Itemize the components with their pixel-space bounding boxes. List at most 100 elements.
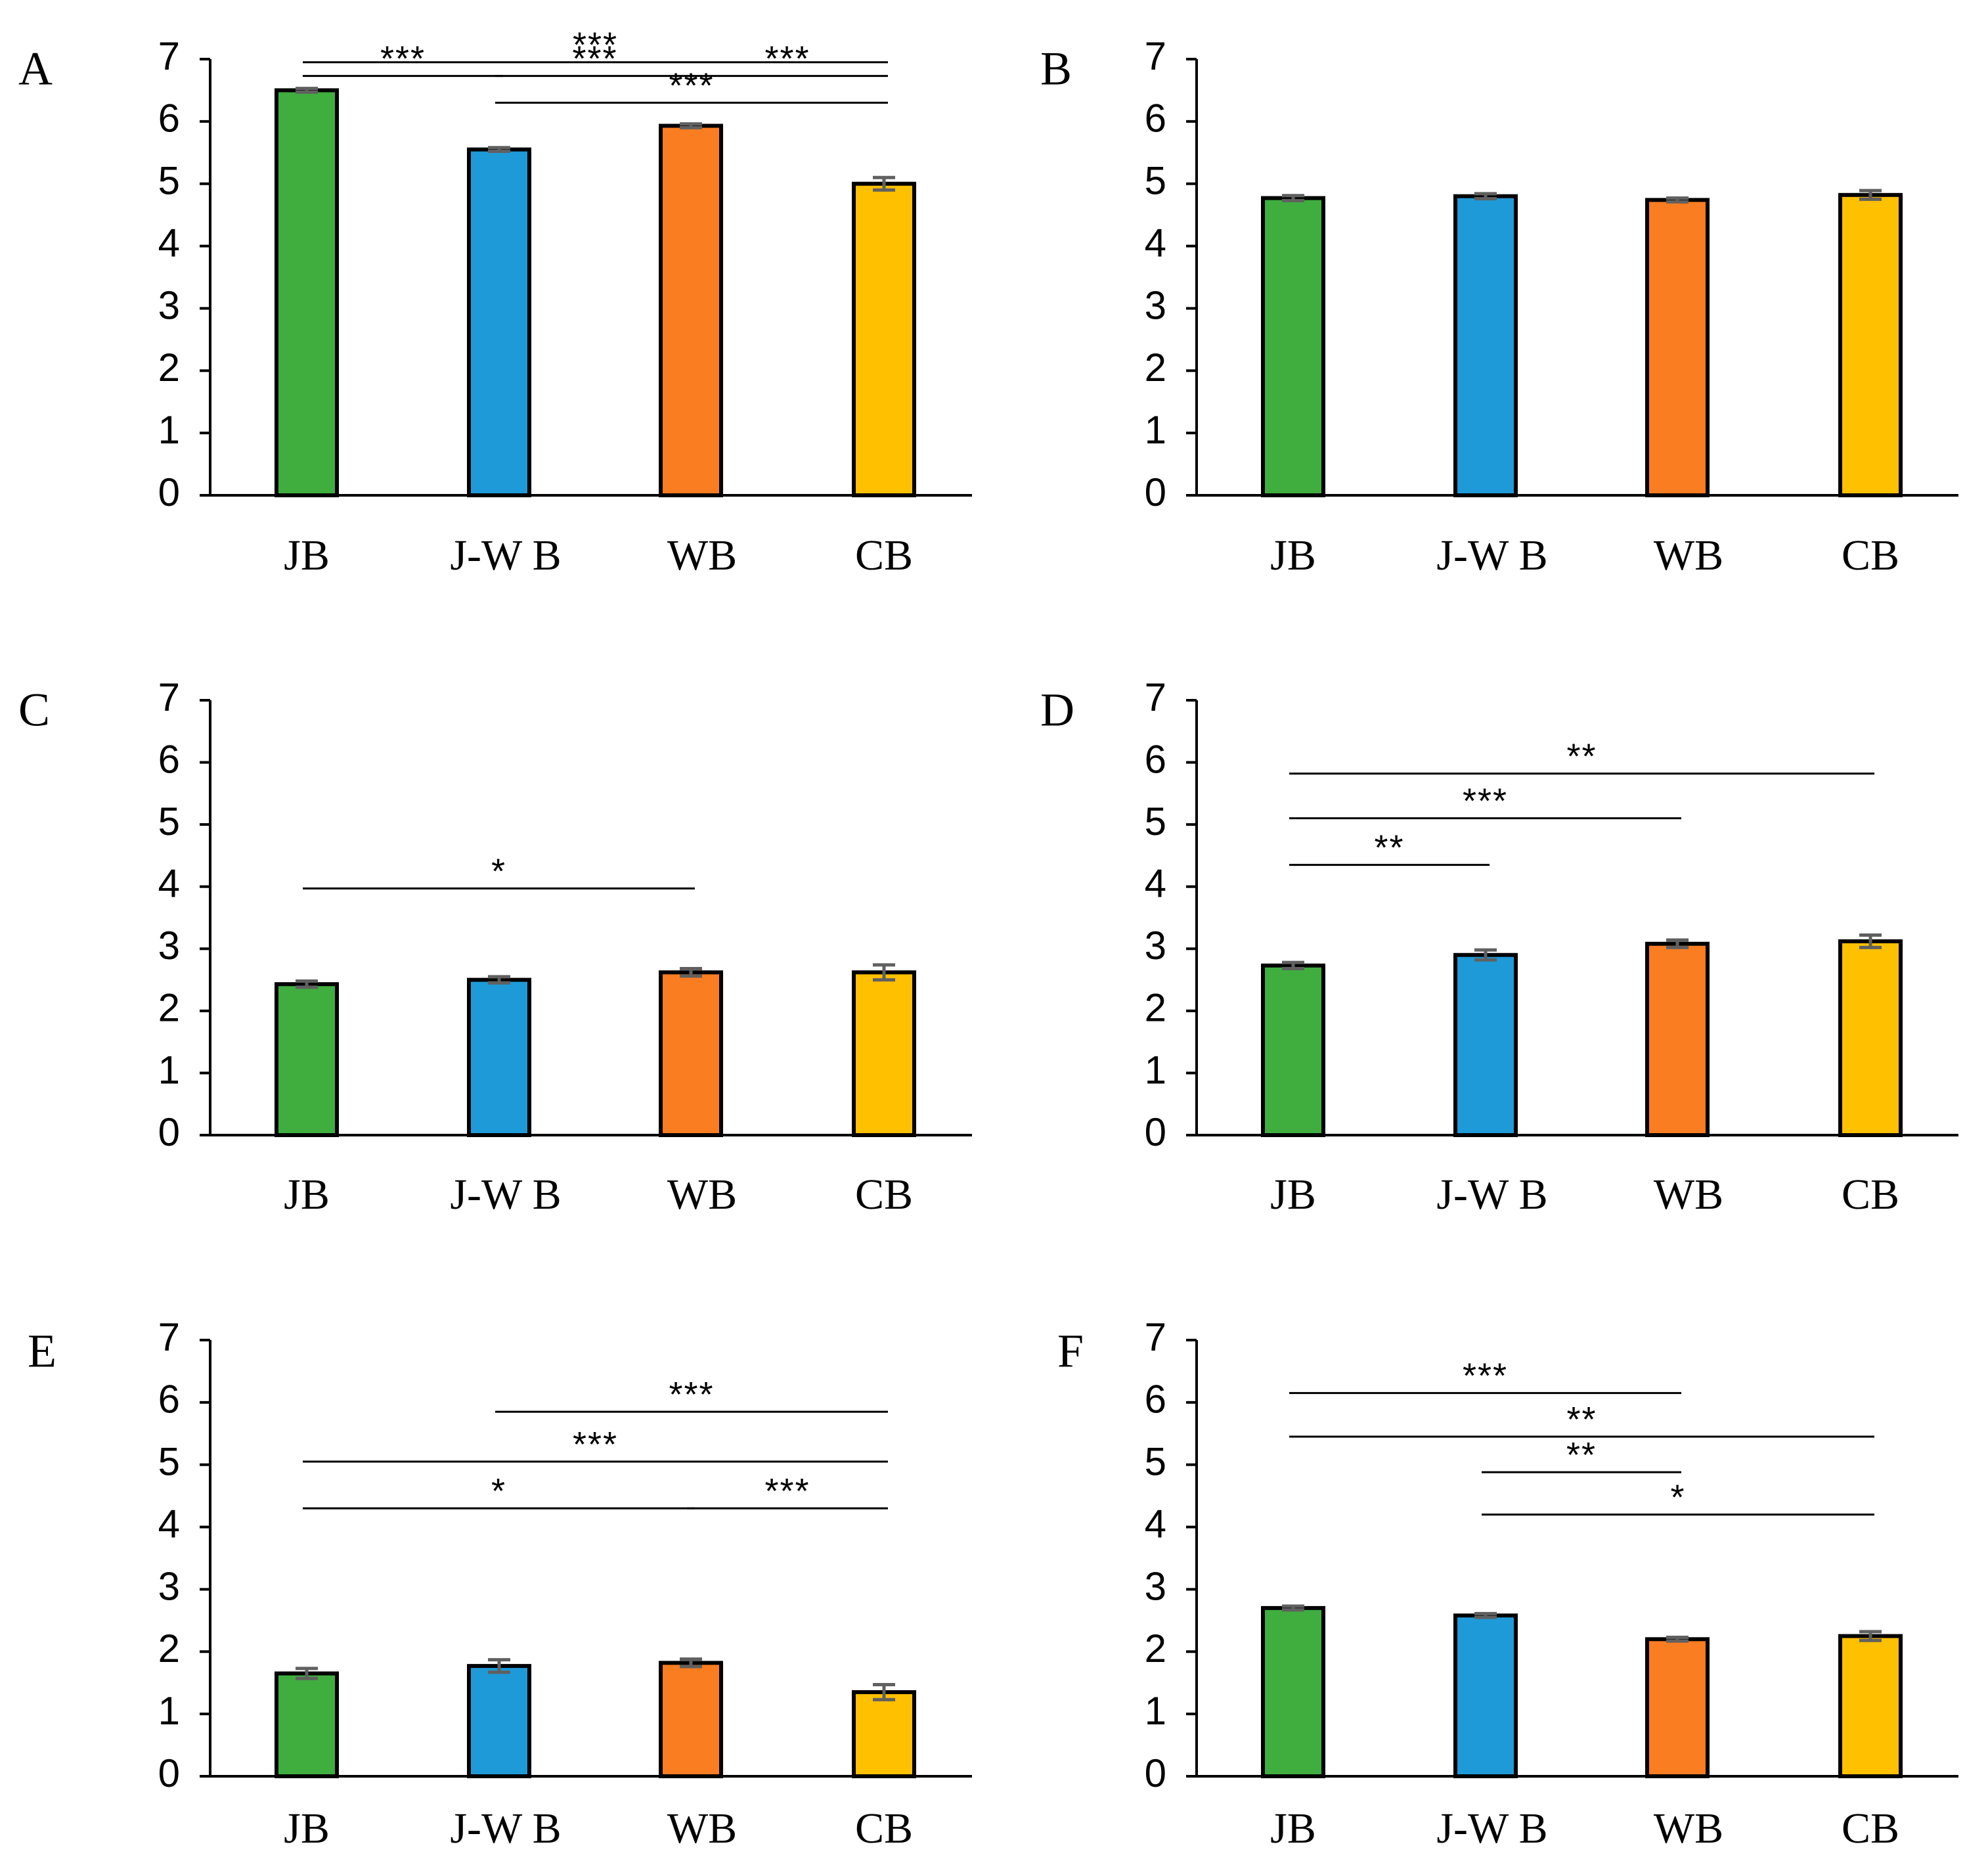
error-bar	[1282, 1604, 1304, 1612]
y-tick-label: 3	[1145, 924, 1166, 968]
error-bar	[488, 975, 510, 985]
error-bar	[1666, 938, 1689, 949]
bar-jb	[1261, 1605, 1325, 1779]
chart-panel-c: C 0 1 2 3 4 5 6 7 JB J-W B WB CB *	[18, 675, 972, 1219]
y-tick-label: 7	[1145, 675, 1166, 719]
bar-jwb	[1453, 953, 1518, 1137]
error-bar	[680, 1657, 702, 1669]
y-tick-label: 0	[158, 1110, 180, 1154]
y-tick-label: 5	[1145, 799, 1166, 843]
x-tick-label: CB	[855, 1171, 913, 1219]
bar-jwb	[1453, 194, 1518, 497]
error-bar	[488, 1658, 510, 1674]
y-tick-label: 2	[158, 986, 180, 1030]
y-tick-label: 5	[158, 159, 180, 203]
significance-label: ***	[669, 66, 714, 105]
x-tick-label: JB	[284, 1171, 330, 1219]
y-tick-label: 2	[1145, 1626, 1166, 1670]
bar-jb	[1261, 963, 1325, 1137]
bar-cb	[852, 181, 916, 497]
error-bar	[1666, 196, 1689, 204]
y-tick-label: 4	[1145, 221, 1166, 265]
error-bar	[296, 1667, 318, 1680]
x-tick-label: J-W B	[450, 1171, 561, 1219]
error-bar	[1282, 194, 1304, 202]
y-tick-label: 7	[158, 1315, 180, 1359]
significance-label: *	[491, 1471, 506, 1511]
significance-label: **	[1566, 737, 1597, 776]
y-tick-label: 0	[1145, 470, 1166, 514]
y-tick-label: 5	[158, 1440, 180, 1484]
y-tick-label: 4	[158, 221, 180, 265]
bar-jwb	[467, 977, 531, 1137]
y-tick-label: 2	[1145, 986, 1166, 1030]
x-tick-label: JB	[284, 1805, 330, 1852]
y-tick-label: 6	[158, 737, 180, 781]
error-bar	[873, 175, 895, 192]
significance-label: **	[1566, 1435, 1597, 1475]
x-tick-label: WB	[1654, 1171, 1723, 1219]
error-bar	[680, 122, 702, 129]
bar-cb	[1838, 939, 1903, 1137]
y-tick-label: 5	[158, 799, 180, 843]
y-tick-label: 7	[158, 675, 180, 719]
y-tick-label: 1	[158, 408, 180, 452]
y-tick-label: 7	[1145, 34, 1166, 78]
y-tick-label: 3	[158, 1564, 180, 1608]
panel-label: E	[28, 1325, 56, 1378]
panel-label: B	[1040, 43, 1072, 95]
error-bar	[680, 967, 702, 978]
y-tick-label: 4	[158, 862, 180, 906]
x-tick-label: CB	[855, 1805, 913, 1852]
significance-label: ***	[1463, 782, 1508, 821]
y-tick-label: 6	[1145, 97, 1166, 141]
significance-label: ***	[764, 1471, 810, 1511]
y-tick-label: 4	[1145, 1502, 1166, 1546]
significance-label: ***	[573, 26, 618, 65]
significance-label: ***	[764, 39, 810, 79]
significance-label: **	[1566, 1400, 1597, 1439]
y-tick-label: 0	[158, 1751, 180, 1795]
bar-cb	[1838, 192, 1903, 497]
x-tick-label: WB	[667, 531, 737, 579]
bar-wb	[1645, 1637, 1710, 1778]
x-tick-label: WB	[667, 1171, 737, 1219]
y-tick-label: 2	[1145, 346, 1166, 390]
panel-label: A	[18, 43, 53, 95]
y-tick-label: 3	[1145, 283, 1166, 327]
x-tick-label: J-W B	[1436, 1171, 1547, 1219]
x-tick-label: J-W B	[450, 531, 561, 579]
x-tick-label: JB	[1270, 531, 1316, 579]
x-tick-label: J-W B	[1436, 531, 1547, 579]
x-tick-label: J-W B	[1436, 1805, 1547, 1852]
y-tick-label: 0	[1145, 1110, 1166, 1154]
panel-label: C	[18, 684, 50, 736]
bar-cb	[852, 1690, 916, 1779]
x-tick-label: CB	[1842, 1805, 1899, 1852]
x-tick-label: WB	[667, 1805, 737, 1852]
significance-label: ***	[572, 39, 617, 79]
y-tick-label: 0	[158, 470, 180, 514]
bar-wb	[1645, 941, 1710, 1137]
significance-label: *	[491, 852, 506, 891]
bar-jb	[275, 88, 339, 497]
x-tick-label: WB	[1654, 1805, 1723, 1852]
error-bar	[296, 87, 318, 94]
significance-label: ***	[669, 1375, 714, 1414]
bar-wb	[659, 123, 723, 498]
error-bar	[1859, 1630, 1882, 1642]
error-bar	[296, 979, 318, 989]
bar-wb	[659, 970, 723, 1138]
x-tick-label: JB	[1270, 1171, 1316, 1219]
x-tick-label: CB	[1842, 1171, 1899, 1219]
y-tick-label: 1	[158, 1689, 180, 1733]
panel-label: D	[1040, 684, 1074, 736]
x-tick-label: JB	[284, 531, 330, 579]
y-tick-label: 5	[1145, 159, 1166, 203]
bar-jwb	[1453, 1613, 1518, 1778]
bar-cb	[1838, 1634, 1903, 1779]
